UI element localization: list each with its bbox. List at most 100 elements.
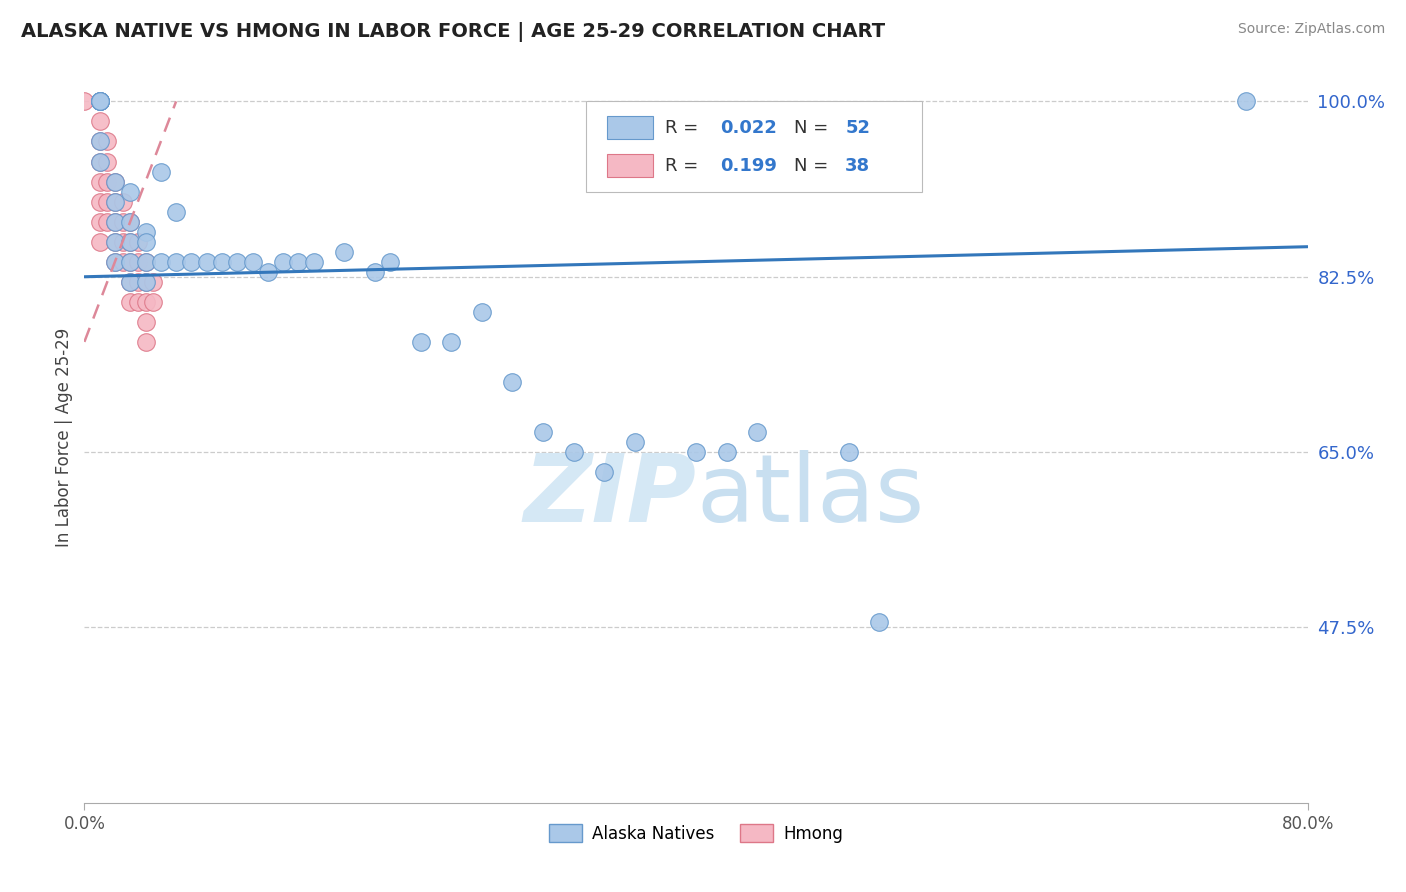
Point: [333, 244, 356, 259]
Point: [142, 275, 165, 289]
Point: [685, 445, 707, 459]
Point: [111, 235, 134, 249]
Point: [120, 185, 142, 199]
Point: [89, 235, 111, 249]
Point: [135, 294, 157, 309]
Point: [135, 315, 157, 329]
Point: [287, 254, 309, 268]
Point: [562, 445, 585, 459]
Point: [127, 294, 149, 309]
Point: [502, 375, 524, 389]
Point: [624, 435, 647, 450]
Point: [211, 254, 233, 268]
Point: [89, 154, 111, 169]
Point: [111, 254, 134, 268]
Point: [96, 135, 118, 149]
Point: [120, 275, 142, 289]
Point: [409, 334, 432, 349]
Point: [135, 254, 157, 268]
Text: atlas: atlas: [696, 450, 924, 541]
Point: [104, 194, 127, 209]
Y-axis label: In Labor Force | Age 25-29: In Labor Force | Age 25-29: [55, 327, 73, 547]
Point: [149, 254, 172, 268]
Point: [111, 214, 134, 228]
Point: [135, 275, 157, 289]
Text: 38: 38: [845, 157, 870, 175]
Point: [89, 154, 111, 169]
Point: [96, 175, 118, 189]
Text: 52: 52: [845, 119, 870, 136]
Bar: [606, 154, 654, 178]
Point: [226, 254, 249, 268]
Point: [89, 95, 111, 109]
Point: [104, 175, 127, 189]
Point: [111, 194, 134, 209]
Point: [104, 235, 127, 249]
Point: [302, 254, 325, 268]
Point: [89, 175, 111, 189]
Point: [104, 235, 127, 249]
Point: [135, 225, 157, 239]
Point: [471, 305, 494, 319]
Point: [104, 254, 127, 268]
Point: [120, 235, 142, 249]
Point: [165, 254, 187, 268]
Point: [73, 95, 96, 109]
Point: [96, 154, 118, 169]
Point: [104, 214, 127, 228]
Point: [89, 95, 111, 109]
Point: [120, 294, 142, 309]
Point: [195, 254, 218, 268]
Point: [1236, 95, 1258, 109]
Point: [89, 95, 111, 109]
Point: [165, 204, 187, 219]
Text: ALASKA NATIVE VS HMONG IN LABOR FORCE | AGE 25-29 CORRELATION CHART: ALASKA NATIVE VS HMONG IN LABOR FORCE | …: [21, 22, 886, 42]
Point: [242, 254, 264, 268]
Point: [380, 254, 402, 268]
Point: [440, 334, 463, 349]
Text: R =: R =: [665, 119, 704, 136]
Point: [838, 445, 860, 459]
Point: [531, 425, 554, 439]
Point: [120, 275, 142, 289]
Point: [120, 235, 142, 249]
Point: [135, 275, 157, 289]
Point: [96, 214, 118, 228]
Text: R =: R =: [665, 157, 704, 175]
Point: [142, 294, 165, 309]
Text: N =: N =: [794, 119, 834, 136]
Point: [593, 465, 616, 479]
Text: 0.022: 0.022: [720, 119, 778, 136]
Point: [89, 214, 111, 228]
Point: [104, 214, 127, 228]
Point: [364, 265, 387, 279]
Point: [96, 194, 118, 209]
Bar: [606, 116, 654, 139]
Point: [89, 135, 111, 149]
Point: [869, 615, 891, 630]
Point: [120, 254, 142, 268]
Point: [135, 235, 157, 249]
Point: [747, 425, 769, 439]
Point: [135, 334, 157, 349]
FancyBboxPatch shape: [586, 101, 922, 192]
Point: [257, 265, 280, 279]
Point: [127, 235, 149, 249]
Point: [89, 95, 111, 109]
Point: [716, 445, 738, 459]
Point: [104, 194, 127, 209]
Point: [104, 175, 127, 189]
Point: [135, 254, 157, 268]
Point: [271, 254, 294, 268]
Point: [89, 95, 111, 109]
Point: [127, 275, 149, 289]
Text: ZIP: ZIP: [523, 450, 696, 541]
Text: N =: N =: [794, 157, 834, 175]
Legend: Alaska Natives, Hmong: Alaska Natives, Hmong: [543, 818, 849, 849]
Point: [89, 95, 111, 109]
Point: [180, 254, 202, 268]
Text: Source: ZipAtlas.com: Source: ZipAtlas.com: [1237, 22, 1385, 37]
Point: [89, 135, 111, 149]
Point: [120, 214, 142, 228]
Point: [89, 194, 111, 209]
